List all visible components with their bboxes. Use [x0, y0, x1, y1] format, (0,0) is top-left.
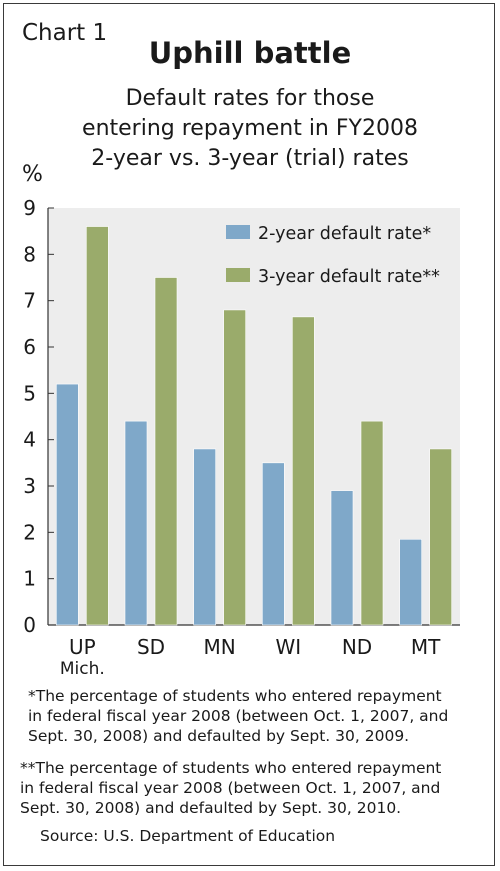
y-tick-label: 7 [23, 289, 36, 313]
chart-number: Chart 1 [22, 20, 108, 46]
bar-2-year [399, 538, 422, 626]
x-tick-label: MN [204, 635, 236, 659]
chart-title: Uphill battle [148, 36, 352, 70]
source-note: Source: U.S. Department of Education [40, 827, 336, 845]
y-tick-label: 8 [23, 242, 36, 266]
bar-3-year [429, 448, 452, 626]
footnote-3-year-line-1: **The percentage of students who entered… [20, 759, 442, 777]
x-tick-label: SD [137, 635, 165, 659]
bar-2-year [193, 448, 216, 626]
footnote-3-year: **The percentage of students who entered… [20, 758, 470, 818]
subtitle-line-1: Default rates for those [125, 86, 375, 111]
x-tick-label: MT [411, 635, 441, 659]
bar-2-year [262, 462, 285, 626]
plot-area [48, 208, 460, 625]
subtitle-line-3: 2-year vs. 3-year (trial) rates [91, 146, 409, 171]
bar-3-year [154, 277, 178, 626]
y-tick-label: 4 [23, 428, 36, 452]
x-tick-label: Mich. [60, 659, 105, 679]
footnote-2-year-line-1: *The percentage of students who entered … [28, 687, 442, 705]
x-tick-label: UP [69, 635, 96, 659]
bar-3-year [360, 420, 384, 626]
bar-2-year [330, 490, 354, 626]
bar-2-year [124, 420, 148, 626]
y-tick-label: 5 [23, 381, 36, 405]
legend-swatch-3-year [226, 268, 250, 282]
legend-swatch-2-year [226, 225, 250, 239]
x-tick-label: ND [342, 635, 372, 659]
y-tick-label: 0 [23, 613, 36, 637]
x-tick-label: WI [275, 635, 301, 659]
y-axis-unit: % [22, 162, 43, 187]
bar-3-year [292, 316, 315, 626]
footnote-2-year-line-3: Sept. 30, 2008) and defaulted by Sept. 3… [28, 727, 410, 745]
subtitle-line-2: entering repayment in FY2008 [82, 116, 418, 141]
y-tick-label: 3 [23, 474, 36, 498]
footnote-2-year-line-2: in federal fiscal year 2008 (between Oct… [28, 707, 449, 725]
footnote-3-year-line-2: in federal fiscal year 2008 (between Oct… [20, 779, 441, 797]
y-tick-label: 2 [23, 520, 36, 544]
legend-label-2-year: 2-year default rate* [258, 224, 431, 244]
bar-3-year [223, 309, 246, 626]
legend-label-3-year: 3-year default rate** [258, 267, 440, 287]
bar-3-year [86, 226, 109, 626]
y-tick-label: 1 [23, 567, 36, 591]
bar-2-year [56, 383, 79, 626]
footnote-3-year-line-3: Sept. 30, 2008) and defaulted by Sept. 3… [20, 799, 402, 817]
footnote-2-year: *The percentage of students who entered … [28, 686, 468, 746]
y-tick-label: 9 [23, 196, 36, 220]
y-tick-label: 6 [23, 335, 36, 359]
